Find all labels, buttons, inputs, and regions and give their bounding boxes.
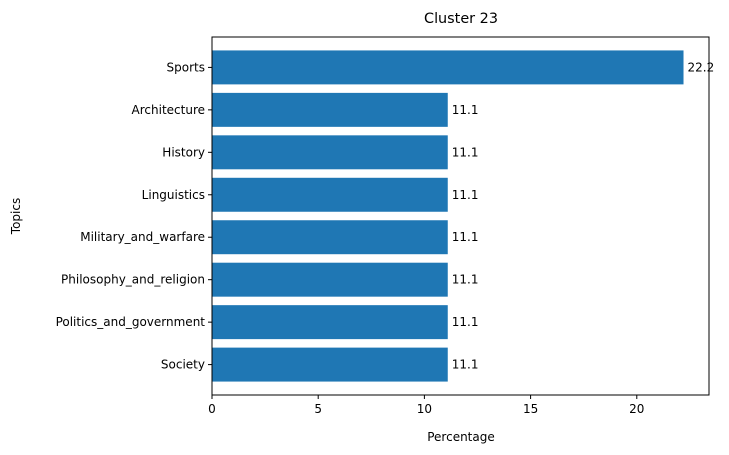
bar bbox=[212, 177, 448, 212]
bar bbox=[212, 92, 448, 127]
bar bbox=[212, 262, 448, 297]
chart-title: Cluster 23 bbox=[424, 11, 498, 27]
bar bbox=[212, 305, 448, 340]
bar bbox=[212, 50, 684, 85]
bar bbox=[212, 347, 448, 382]
y-tick-label: Politics_and_government bbox=[56, 315, 206, 329]
data-label: 11.1 bbox=[452, 145, 479, 159]
y-tick-label: Philosophy_and_religion bbox=[61, 273, 205, 287]
y-tick-label: Linguistics bbox=[142, 188, 205, 202]
y-tick-label: Military_and_warfare bbox=[80, 230, 205, 244]
bar bbox=[212, 220, 448, 255]
y-tick-label: Architecture bbox=[132, 103, 205, 117]
data-label: 11.1 bbox=[452, 273, 479, 287]
data-label: 11.1 bbox=[452, 358, 479, 372]
data-label: 22.2 bbox=[688, 60, 715, 74]
plot-area: Sports 22.2 Architecture 11.1 History 11.1 Lin… bbox=[56, 50, 715, 416]
data-label: 11.1 bbox=[452, 230, 479, 244]
x-tick-label: 10 bbox=[417, 402, 432, 416]
x-tick-label: 0 bbox=[208, 402, 216, 416]
y-axis-title: Topics bbox=[9, 198, 23, 235]
data-label: 11.1 bbox=[452, 315, 479, 329]
bar bbox=[212, 135, 448, 170]
x-tick-label: 5 bbox=[314, 402, 322, 416]
y-tick-label: Sports bbox=[167, 60, 205, 74]
x-tick-label: 15 bbox=[523, 402, 538, 416]
x-axis-title: Percentage bbox=[427, 430, 495, 444]
y-tick-label: History bbox=[162, 145, 205, 159]
y-tick-label: Society bbox=[161, 358, 205, 372]
plot-frame bbox=[211, 36, 710, 396]
data-label: 11.1 bbox=[452, 188, 479, 202]
x-tick-label: 20 bbox=[629, 402, 644, 416]
data-label: 11.1 bbox=[452, 103, 479, 117]
